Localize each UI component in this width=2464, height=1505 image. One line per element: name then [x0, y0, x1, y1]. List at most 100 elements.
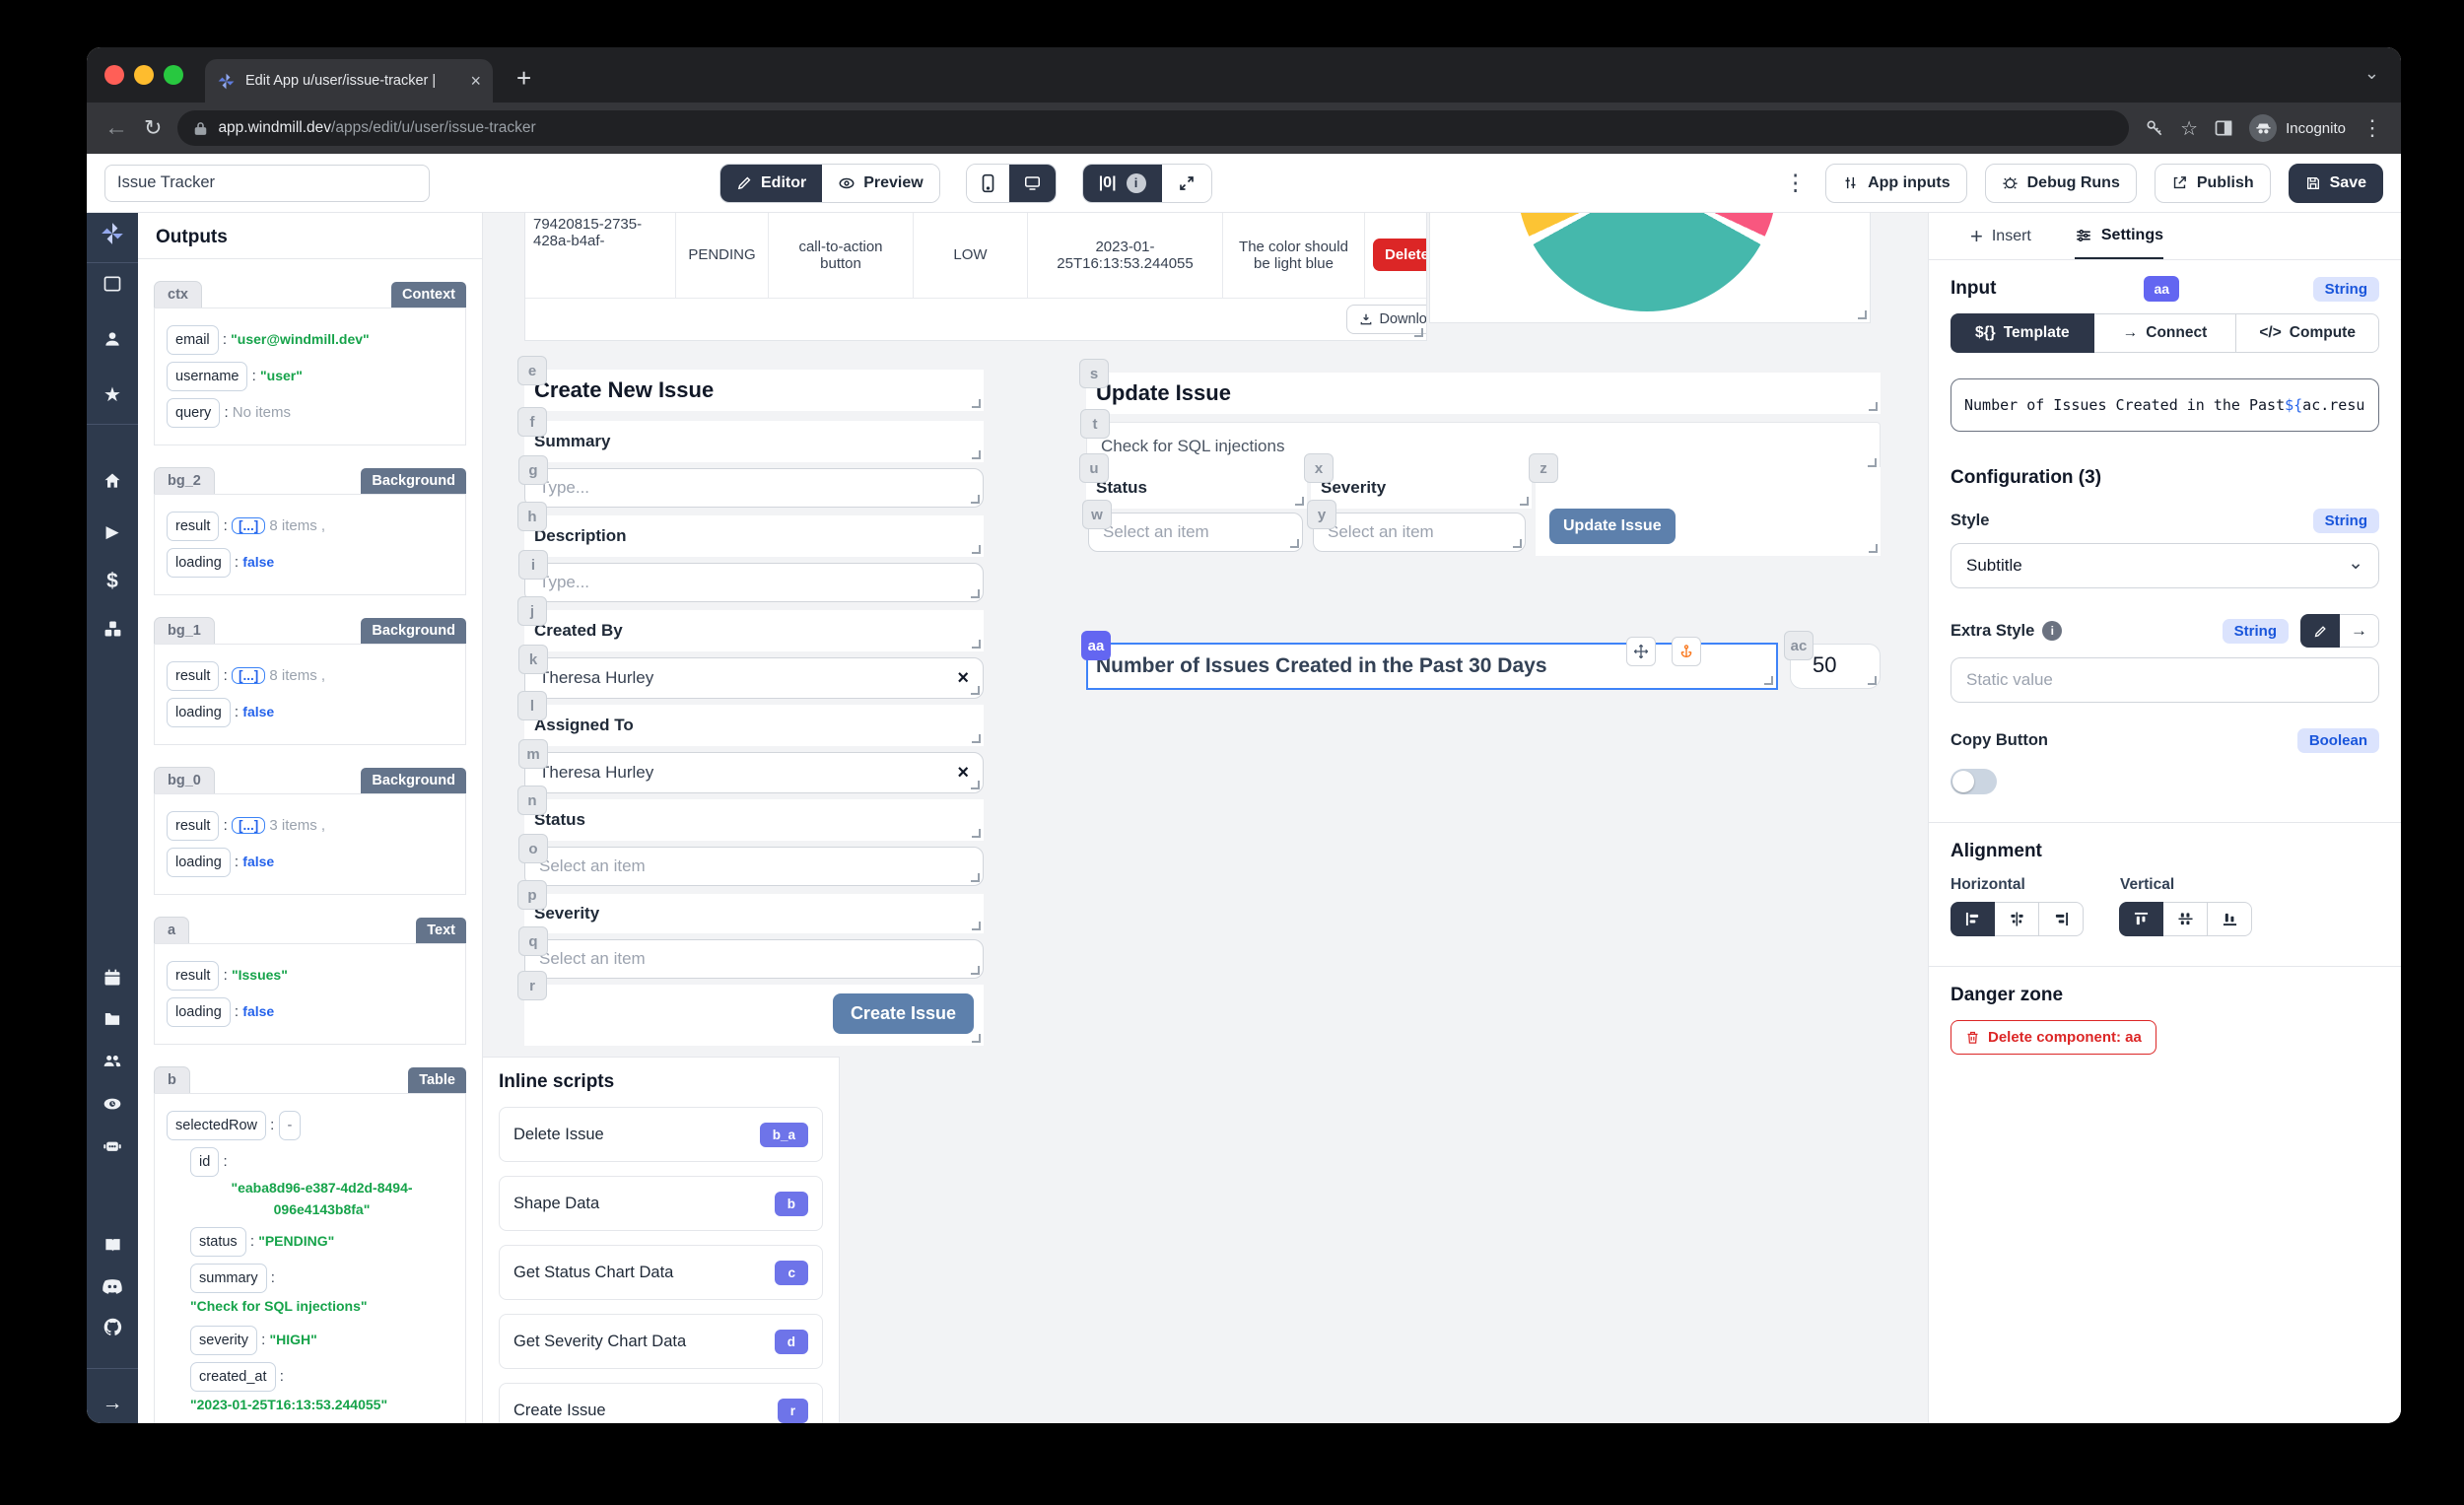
runs-play-icon[interactable]: ▶: [105, 522, 119, 541]
output-key[interactable]: query: [167, 398, 221, 428]
reload-icon[interactable]: ↻: [144, 115, 163, 140]
created-by-label[interactable]: j Created By: [517, 596, 984, 651]
user-icon[interactable]: [87, 329, 138, 349]
inline-script-item[interactable]: Shape Data b: [499, 1176, 823, 1231]
copy-button-toggle[interactable]: [1951, 769, 1997, 794]
update-severity-select[interactable]: y Select an item: [1307, 500, 1526, 552]
update-status-select[interactable]: w Select an item: [1082, 500, 1303, 552]
output-key[interactable]: selectedRow: [167, 1111, 267, 1140]
table-cell-severity[interactable]: LOW: [914, 213, 1028, 298]
table-cell-created[interactable]: 2023-01-25T16:13:53.244055: [1028, 213, 1223, 298]
maximize-window-button[interactable]: [164, 65, 183, 85]
move-handle[interactable]: [1626, 637, 1656, 666]
delete-component-button[interactable]: Delete component: aa: [1951, 1020, 2156, 1055]
output-id-chip[interactable]: b: [154, 1066, 190, 1093]
windmill-logo[interactable]: [87, 221, 138, 246]
inline-script-item[interactable]: Get Status Chart Data c: [499, 1245, 823, 1300]
output-key[interactable]: result: [167, 661, 220, 691]
back-icon[interactable]: ←: [104, 114, 128, 141]
severity-label[interactable]: p Severity: [517, 880, 984, 933]
created-by-select[interactable]: k Theresa Hurley ×: [518, 645, 984, 699]
inline-script-item[interactable]: Get Severity Chart Data d: [499, 1314, 823, 1369]
clear-icon[interactable]: ×: [957, 761, 969, 784]
output-id-chip[interactable]: bg_1: [154, 617, 215, 644]
table-cell-id[interactable]: 79420815-2735-428a-b4af-: [525, 213, 676, 298]
create-issue-button[interactable]: Create Issue: [832, 993, 974, 1034]
workers-robot-icon[interactable]: [87, 1135, 138, 1155]
side-panel-icon[interactable]: [2214, 118, 2233, 138]
connect-mode-button[interactable]: →: [2340, 614, 2379, 648]
output-key[interactable]: result: [167, 961, 220, 991]
tab-strip-chevron-icon[interactable]: ⌄: [2363, 63, 2379, 83]
output-key[interactable]: status: [190, 1227, 246, 1257]
output-key[interactable]: summary: [190, 1264, 267, 1293]
variables-dollar-icon[interactable]: $: [106, 570, 118, 592]
status-label[interactable]: n Status: [517, 786, 984, 841]
output-key[interactable]: created_at: [190, 1362, 276, 1392]
create-issue-title[interactable]: e Create New Issue: [517, 356, 984, 411]
resources-cubes-icon[interactable]: [87, 619, 138, 639]
browser-menu-icon[interactable]: ⋮: [2361, 115, 2383, 140]
output-key[interactable]: email: [167, 325, 219, 355]
table-cell-summary[interactable]: call-to-action button: [769, 213, 914, 298]
align-bottom-button[interactable]: [2208, 902, 2252, 936]
settings-tab[interactable]: Settings: [2074, 213, 2163, 259]
table-cell-status[interactable]: PENDING: [676, 213, 769, 298]
output-key[interactable]: username: [167, 362, 248, 391]
url-bar[interactable]: app.windmill.dev/apps/edit/u/user/issue-…: [177, 110, 2130, 146]
output-id-chip[interactable]: ctx: [154, 281, 202, 308]
browser-tab[interactable]: Edit App u/user/issue-tracker | ×: [205, 59, 493, 103]
connect-mode-tab[interactable]: → Connect: [2093, 313, 2237, 353]
apps-grid-icon[interactable]: [87, 274, 138, 294]
counter-component[interactable]: ac 50: [1784, 631, 1881, 689]
summary-input[interactable]: g Type...: [518, 455, 984, 508]
description-input[interactable]: i Type...: [518, 550, 984, 602]
output-id-chip[interactable]: bg_2: [154, 467, 215, 494]
expand-array-chip[interactable]: [...]: [231, 667, 266, 684]
app-name-input[interactable]: Issue Tracker: [104, 164, 430, 202]
update-summary-input[interactable]: t Check for SQL injections: [1080, 409, 1881, 471]
app-inputs-button[interactable]: App inputs: [1825, 163, 1967, 203]
close-window-button[interactable]: [104, 65, 124, 85]
audit-eye-icon[interactable]: [87, 1094, 138, 1114]
password-key-icon[interactable]: [2145, 118, 2164, 138]
update-status-label[interactable]: u Status: [1079, 453, 1307, 509]
docs-book-icon[interactable]: [87, 1236, 138, 1255]
bookmark-star-icon[interactable]: ☆: [2180, 117, 2199, 140]
mobile-view-button[interactable]: [966, 164, 1009, 202]
schedules-calendar-icon[interactable]: [87, 968, 138, 988]
output-id-chip[interactable]: a: [154, 917, 190, 943]
output-id-chip[interactable]: bg_0: [154, 767, 215, 793]
align-middle-v-button[interactable]: [2163, 902, 2208, 936]
update-issue-title[interactable]: s Update Issue: [1079, 359, 1881, 414]
extra-style-input[interactable]: Static value: [1951, 657, 2379, 703]
pie-chart-component[interactable]: [1429, 213, 1871, 323]
minimize-window-button[interactable]: [134, 65, 154, 85]
output-key[interactable]: id: [190, 1147, 220, 1177]
selected-text-component[interactable]: aa Number of Issues Created in the Past …: [1081, 631, 1778, 690]
summary-label[interactable]: f Summary: [517, 407, 984, 462]
style-select[interactable]: Subtitle ⌄: [1951, 543, 2379, 588]
template-mode-tab[interactable]: ${} Template: [1951, 313, 2094, 353]
compute-mode-tab[interactable]: </> Compute: [2236, 313, 2380, 353]
anchor-button[interactable]: [1672, 637, 1701, 666]
clear-icon[interactable]: ×: [957, 666, 969, 689]
update-severity-label[interactable]: x Severity: [1304, 453, 1532, 509]
align-right-button[interactable]: [2039, 902, 2084, 936]
folders-icon[interactable]: [87, 1009, 138, 1028]
table-cell-description[interactable]: The color should be light blue: [1223, 213, 1365, 298]
expand-array-chip[interactable]: [...]: [231, 517, 266, 534]
toggle-panels-button[interactable]: |0| i: [1082, 164, 1162, 202]
output-key[interactable]: loading: [167, 548, 231, 578]
editor-tab[interactable]: Editor: [720, 164, 823, 202]
align-left-button[interactable]: [1951, 902, 1995, 936]
align-center-h-button[interactable]: [1995, 902, 2039, 936]
output-key[interactable]: result: [167, 811, 220, 841]
discord-icon[interactable]: [87, 1277, 138, 1295]
output-key[interactable]: severity: [190, 1326, 257, 1355]
preview-tab[interactable]: Preview: [822, 164, 939, 202]
toolbar-menu-icon[interactable]: ⋮: [1784, 170, 1809, 195]
output-key[interactable]: loading: [167, 848, 231, 877]
severity-select[interactable]: q Select an item: [518, 926, 984, 979]
delete-row-button[interactable]: Delete: [1373, 239, 1426, 271]
